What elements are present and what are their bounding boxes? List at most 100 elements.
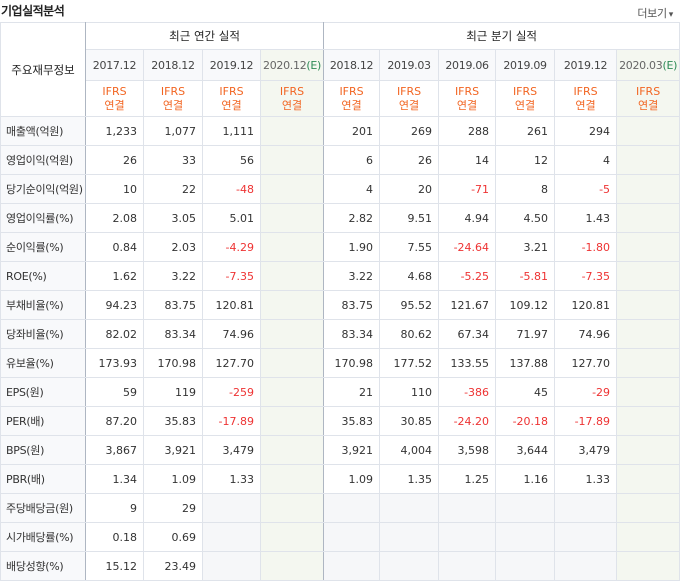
annual-value-cell: 119 <box>143 377 203 407</box>
quarterly-value-cell <box>323 522 381 552</box>
annual-value-cell: 9 <box>85 493 144 523</box>
quarterly-value-cell: -386 <box>438 377 497 407</box>
row-label: 순이익률(%) <box>0 232 86 262</box>
ifrs-basis-cell: IFRS 연결 <box>554 80 618 117</box>
annual-value-cell: 56 <box>202 145 261 175</box>
quarterly-value-cell: 1.43 <box>554 203 618 233</box>
row-label: 당좌비율(%) <box>0 319 86 349</box>
quarterly-value-cell: 80.62 <box>379 319 440 349</box>
annual-value-cell: -17.89 <box>202 406 261 436</box>
ifrs-basis-cell: IFRS 연결 <box>616 80 681 117</box>
annual-value-cell: 3,921 <box>143 435 203 465</box>
table-row: PER(배) 87.20 35.83 -17.89 35.83 30.85 -24.20 -2… <box>0 406 681 436</box>
ifrs-label: IFRS <box>512 84 538 98</box>
annual-value-cell <box>259 116 325 146</box>
section-header: 기업실적분석 더보기 ▾ <box>0 0 685 22</box>
quarterly-value-cell: 3,921 <box>323 435 381 465</box>
quarterly-value-cell: 20 <box>379 174 440 204</box>
quarterly-value-cell: 74.96 <box>554 319 618 349</box>
quarterly-value-cell: 3,598 <box>438 435 497 465</box>
annual-value-cell: 1,077 <box>143 116 203 146</box>
quarterly-value-cell: 7.55 <box>379 232 440 262</box>
quarterly-period-header: 2019.03 <box>379 49 440 81</box>
more-button[interactable]: 더보기 ▾ <box>637 5 673 21</box>
quarterly-value-cell: -29 <box>554 377 618 407</box>
quarterly-value-cell: -20.18 <box>495 406 556 436</box>
quarterly-value-cell <box>554 522 618 552</box>
quarterly-value-cell <box>616 116 681 146</box>
quarterly-value-cell <box>616 203 681 233</box>
quarterly-period-header: 2019.09 <box>495 49 556 81</box>
annual-value-cell: 1.34 <box>85 464 144 494</box>
annual-value-cell: 35.83 <box>143 406 203 436</box>
quarterly-value-cell: 269 <box>379 116 440 146</box>
ifrs-consolidated-label: 연결 <box>514 98 536 112</box>
quarterly-value-cell <box>616 551 681 581</box>
quarterly-value-cell: -24.64 <box>438 232 497 262</box>
quarterly-period-header: 2019.12 <box>554 49 618 81</box>
quarterly-value-cell <box>379 493 440 523</box>
annual-value-cell: 127.70 <box>202 348 261 378</box>
quarterly-value-cell: -5.81 <box>495 261 556 291</box>
quarterly-value-cell <box>323 493 381 523</box>
quarterly-value-cell: 4.94 <box>438 203 497 233</box>
annual-value-cell: 23.49 <box>143 551 203 581</box>
annual-value-cell <box>259 377 325 407</box>
row-label: 시가배당률(%) <box>0 522 86 552</box>
quarterly-value-cell: -17.89 <box>554 406 618 436</box>
ifrs-label: IFRS <box>635 84 661 98</box>
ifrs-consolidated-label: 연결 <box>281 98 303 112</box>
quarterly-value-cell <box>438 522 497 552</box>
quarterly-value-cell <box>554 493 618 523</box>
quarterly-value-cell: 110 <box>379 377 440 407</box>
quarterly-value-cell: 1.35 <box>379 464 440 494</box>
quarterly-value-cell <box>438 493 497 523</box>
annual-value-cell <box>202 551 261 581</box>
quarterly-value-cell: 120.81 <box>554 290 618 320</box>
quarterly-value-cell: 8 <box>495 174 556 204</box>
quarterly-value-cell <box>438 551 497 581</box>
annual-value-cell: -48 <box>202 174 261 204</box>
quarterly-value-cell <box>616 406 681 436</box>
row-label: PBR(배) <box>0 464 86 494</box>
quarterly-value-cell: 9.51 <box>379 203 440 233</box>
table-row: 당기순이익(억원) 10 22 -48 4 20 -71 8 -5 <box>0 174 681 204</box>
quarterly-value-cell: 1.90 <box>323 232 381 262</box>
annual-value-cell <box>259 435 325 465</box>
table-row: 영업이익률(%) 2.08 3.05 5.01 2.82 9.51 4.94 4.50 1.43 <box>0 203 681 233</box>
annual-value-cell <box>259 522 325 552</box>
quarterly-value-cell <box>616 319 681 349</box>
quarterly-value-cell: 14 <box>438 145 497 175</box>
ifrs-consolidated-label: 연결 <box>398 98 420 112</box>
quarterly-value-cell <box>616 464 681 494</box>
annual-value-cell: 15.12 <box>85 551 144 581</box>
quarterly-value-cell <box>616 232 681 262</box>
ifrs-basis-cell: IFRS 연결 <box>495 80 556 117</box>
quarterly-value-cell: 3.21 <box>495 232 556 262</box>
annual-value-cell: 5.01 <box>202 203 261 233</box>
annual-value-cell: 83.75 <box>143 290 203 320</box>
quarterly-value-cell: 71.97 <box>495 319 556 349</box>
table-row: EPS(원) 59 119 -259 21 110 -386 45 -29 <box>0 377 681 407</box>
ifrs-label: IFRS <box>160 84 186 98</box>
ifrs-label: IFRS <box>102 84 127 98</box>
annual-value-cell <box>259 203 325 233</box>
ifrs-basis-cell: IFRS 연결 <box>438 80 497 117</box>
annual-value-cell <box>259 348 325 378</box>
quarterly-value-cell: 30.85 <box>379 406 440 436</box>
ifrs-consolidated-label: 연결 <box>104 98 125 112</box>
row-label: 주당배당금(원) <box>0 493 86 523</box>
ifrs-label: IFRS <box>219 84 244 98</box>
quarterly-value-cell: 6 <box>323 145 381 175</box>
row-label: 부채비율(%) <box>0 290 86 320</box>
annual-value-cell <box>202 522 261 552</box>
quarterly-period-header: 2019.06 <box>438 49 497 81</box>
quarterly-value-cell: 83.75 <box>323 290 381 320</box>
quarterly-value-cell <box>495 551 556 581</box>
quarterly-value-cell: -5 <box>554 174 618 204</box>
quarterly-value-cell: 4,004 <box>379 435 440 465</box>
quarterly-value-cell: 201 <box>323 116 381 146</box>
annual-value-cell: -259 <box>202 377 261 407</box>
table-row: 영업이익(억원) 26 33 56 6 26 14 12 4 <box>0 145 681 175</box>
annual-value-cell: 3,479 <box>202 435 261 465</box>
